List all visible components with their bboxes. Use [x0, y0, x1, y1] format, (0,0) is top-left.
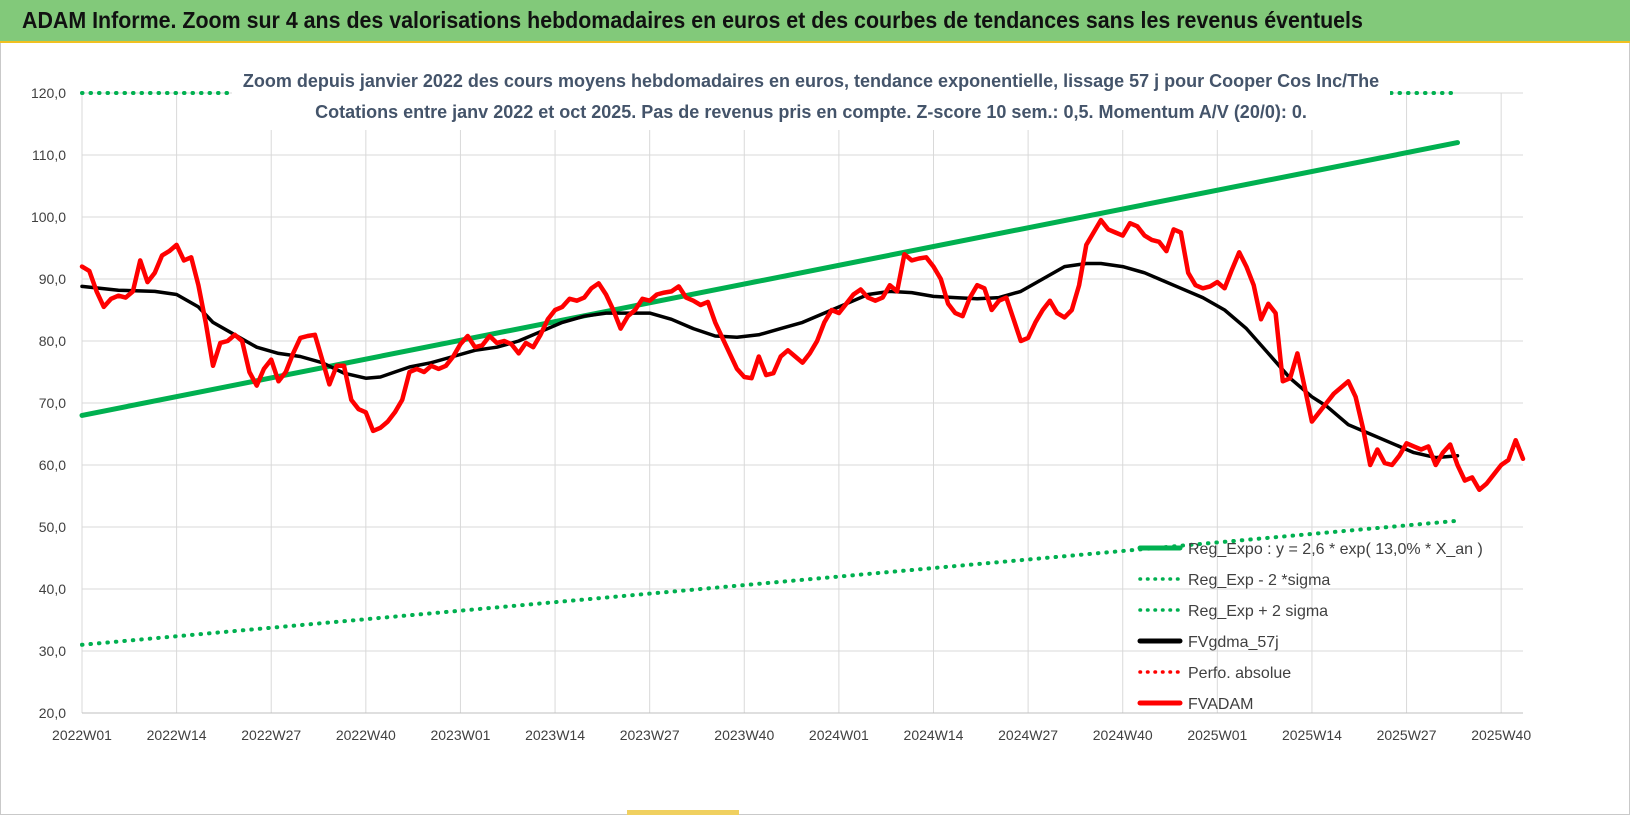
y-tick-label: 30,0: [39, 643, 66, 659]
series-reg-exp-minus-2sigma: [80, 518, 1460, 647]
x-tick-label: 2023W01: [430, 727, 490, 743]
x-tick-label: 2022W27: [241, 727, 301, 743]
y-tick-label: 20,0: [39, 705, 66, 721]
x-tick-label: 2025W27: [1377, 727, 1437, 743]
y-tick-label: 50,0: [39, 519, 66, 535]
x-tick-label: 2025W01: [1187, 727, 1247, 743]
title-banner: ADAM Informe. Zoom sur 4 ans des valoris…: [0, 0, 1630, 43]
x-tick-label: 2024W40: [1093, 727, 1153, 743]
axes: 20,0 30,0 40,0 50,0 60,0 70,0 80,0 90,0 100,0 110…: [31, 85, 1531, 743]
y-tick-label: 120,0: [31, 85, 66, 101]
y-tick-label: 90,0: [39, 271, 66, 287]
y-tick-label: 110,0: [32, 147, 66, 163]
subtitle-line-1: Zoom depuis janvier 2022 des cours moyen…: [243, 71, 1379, 91]
legend-label: FVgdma_57j: [1188, 634, 1279, 651]
x-tick-label: 2022W01: [52, 727, 112, 743]
x-tick-label: 2022W14: [147, 727, 207, 743]
x-tick-label: 2023W14: [525, 727, 585, 743]
legend-label: Reg_Expo : y = 2,6 * exp( 13,0% * X_an ): [1188, 541, 1483, 558]
y-tick-label: 70,0: [39, 395, 66, 411]
x-tick-label: 2024W27: [998, 727, 1058, 743]
legend-label: FVADAM: [1188, 696, 1253, 713]
y-tick-label: 40,0: [39, 581, 66, 597]
legend-label: Reg_Exp + 2 sigma: [1188, 603, 1328, 620]
subtitle-line-2: Cotations entre janv 2022 et oct 2025. P…: [315, 102, 1307, 122]
legend-label: Reg_Exp - 2 *sigma: [1188, 572, 1330, 589]
y-tick-label: 80,0: [39, 333, 66, 349]
y-tick-label: 100,0: [31, 209, 66, 225]
series-lines: [79, 91, 1526, 647]
legend: Reg_Expo : y = 2,6 * exp( 13,0% * X_an )…: [1137, 541, 1483, 713]
banner-title: ADAM Informe. Zoom sur 4 ans des valoris…: [22, 7, 1363, 33]
x-tick-label: 2024W14: [904, 727, 964, 743]
legend-label: Perfo. absolue: [1188, 665, 1291, 682]
x-tick-label: 2023W27: [620, 727, 680, 743]
bottom-edge-marker: [627, 810, 739, 815]
x-tick-label: 2025W14: [1282, 727, 1342, 743]
x-tick-label: 2022W40: [336, 727, 396, 743]
series-reg-expo: [79, 140, 1460, 418]
y-tick-label: 60,0: [39, 457, 66, 473]
x-tick-label: 2024W01: [809, 727, 869, 743]
subtitle-background: [232, 62, 1390, 130]
x-tick-label: 2025W40: [1471, 727, 1531, 743]
series-fvadam: [79, 217, 1526, 493]
x-tick-label: 2023W40: [714, 727, 774, 743]
chart-subtitle: Zoom depuis janvier 2022 des cours moyen…: [232, 62, 1390, 130]
